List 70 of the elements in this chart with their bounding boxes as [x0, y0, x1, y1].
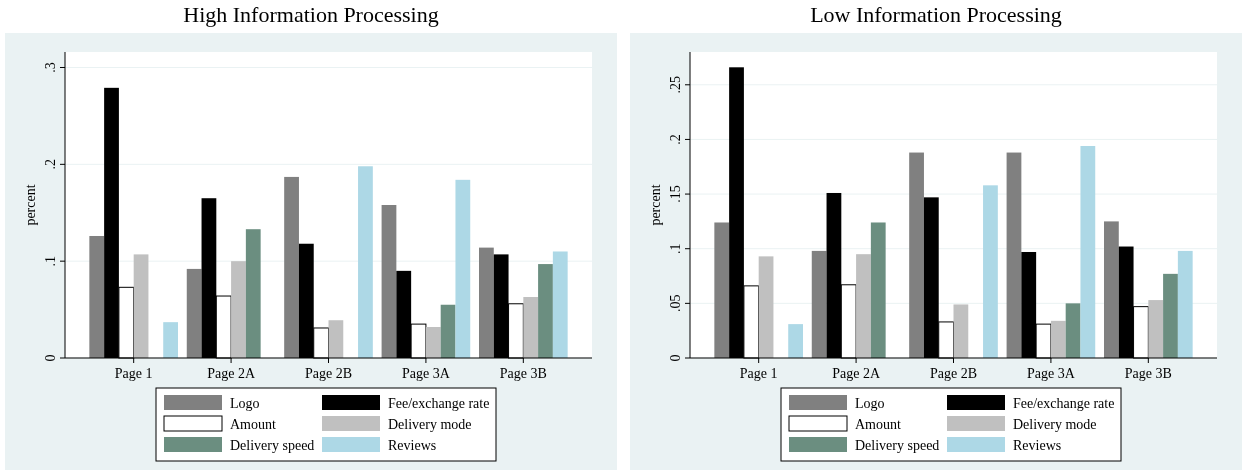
bar	[425, 327, 441, 358]
y-tick-label: .15	[668, 185, 683, 203]
bar	[1148, 300, 1164, 358]
legend-label: Amount	[855, 417, 901, 432]
bar	[758, 256, 774, 358]
bar	[552, 251, 568, 358]
x-tick-label: Page 3B	[1124, 366, 1172, 381]
bar	[455, 179, 471, 358]
x-tick-label: Page 3A	[402, 366, 451, 381]
bar	[245, 229, 261, 358]
y-tick-label: .2	[43, 159, 58, 170]
bar	[358, 166, 373, 358]
x-tick-label: Page 1	[114, 366, 153, 381]
bar	[1177, 250, 1193, 358]
y-tick-label: .2	[668, 134, 683, 145]
bar	[479, 247, 494, 358]
bar	[983, 185, 998, 358]
x-tick-label: Page 2A	[207, 366, 256, 381]
legend-label: Delivery speed	[855, 438, 940, 453]
y-tick-label: .25	[668, 76, 683, 94]
bar	[1006, 152, 1022, 358]
bar	[231, 261, 246, 358]
x-tick-label: Page 1	[739, 366, 778, 381]
y-tick-label: .1	[43, 255, 58, 267]
legend-label: Reviews	[388, 438, 437, 453]
y-tick-label: .3	[43, 62, 58, 73]
bar	[163, 322, 178, 358]
bar	[1163, 273, 1178, 358]
bar	[811, 250, 827, 358]
legend-label: Logo	[230, 396, 260, 411]
bar	[870, 222, 886, 358]
x-tick-label: Page 2B	[304, 366, 353, 381]
bar	[953, 304, 969, 358]
x-tick-label: Page 3A	[1027, 366, 1076, 381]
bar	[788, 324, 803, 358]
x-tick-label: Page 3B	[499, 366, 547, 381]
bar	[856, 254, 871, 358]
bar	[909, 152, 924, 358]
legend-label: Reviews	[1013, 438, 1062, 453]
bar	[133, 254, 149, 358]
bar	[714, 222, 730, 358]
y-axis-title: percent	[648, 184, 663, 226]
legend-label: Amount	[230, 417, 276, 432]
legend-label: Fee/exchange rate	[1013, 396, 1115, 411]
y-tick-label: .05	[668, 294, 683, 313]
bar	[328, 320, 344, 358]
bar	[1104, 221, 1119, 358]
bar	[1050, 320, 1066, 358]
y-tick-label: 0	[43, 354, 58, 362]
bar	[523, 296, 539, 358]
x-tick-label: Page 2A	[832, 366, 881, 381]
legend-label: Delivery speed	[230, 438, 315, 453]
chart-title: High Information Processing	[183, 2, 439, 27]
legend-label: Fee/exchange rate	[388, 396, 490, 411]
legend-label: Logo	[855, 396, 885, 411]
chart-title: Low Information Processing	[810, 2, 1062, 27]
legend-label: Delivery mode	[1013, 417, 1097, 432]
bar	[440, 304, 456, 358]
y-axis-title: percent	[23, 184, 38, 226]
bar	[538, 264, 553, 358]
bar	[1080, 145, 1096, 358]
y-tick-label: .1	[668, 243, 683, 254]
x-tick-label: Page 2B	[929, 366, 978, 381]
bar	[89, 235, 105, 358]
bar	[284, 176, 299, 358]
legend-label: Delivery mode	[388, 417, 472, 432]
bar	[186, 268, 202, 358]
bar	[1065, 303, 1081, 358]
bar	[381, 205, 397, 358]
y-tick-label: 0	[668, 354, 683, 362]
